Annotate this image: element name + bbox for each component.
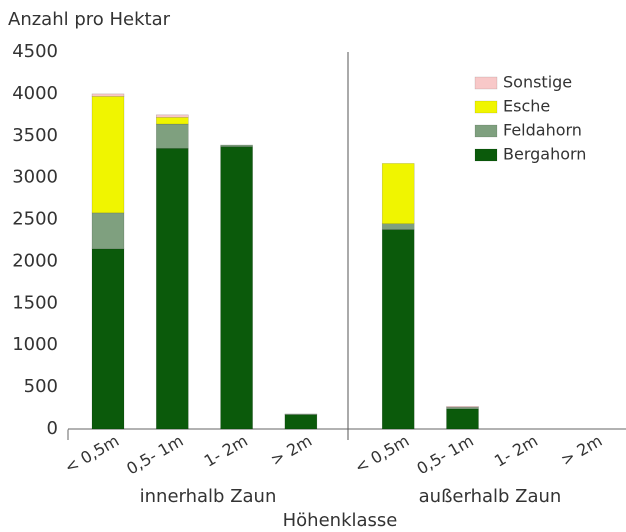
x-tick-label: 1- 2m [201,431,251,471]
bar-segment [156,123,189,149]
bar-segment [284,413,318,416]
bar-segment [446,406,479,410]
bar-segment [91,93,125,97]
legend-swatch [474,76,498,90]
legend-label: Sonstige [503,73,572,92]
bar-segment [381,163,415,224]
y-tick-label: 3000 [12,167,58,188]
x-tick-label: > 2m [267,431,315,470]
y-tick-label: 4000 [12,83,58,104]
bar-segment [220,144,253,147]
y-tick-label: 1500 [12,292,58,313]
legend-label: Esche [503,97,550,116]
x-tick-label: 0,5- 1m [413,431,476,478]
group-label: außerhalb Zaun [419,486,562,507]
x-tick-label: < 0,5m [351,431,412,477]
x-tick-label: > 2m [558,431,606,470]
legend-label: Bergahorn [503,145,586,164]
y-axis-label: Anzahl pro Hektar [8,9,171,30]
y-tick-label: 0 [47,418,58,439]
bar-segment [446,408,479,430]
x-axis-label: Höhenklasse [283,510,398,531]
bar-segment [91,96,125,214]
y-tick-label: 4500 [12,41,58,62]
x-tick-label: < 0,5m [61,431,122,477]
legend-swatch [474,100,498,114]
y-tick-label: 500 [24,376,58,397]
x-tick-label: 0,5- 1m [123,431,186,478]
bar-segment [446,406,479,408]
bar-segment [381,229,415,430]
legend-swatch [474,124,498,138]
bar-segment [220,146,253,430]
bar-segment [91,248,125,430]
bar-segment [91,212,125,250]
group-label: innerhalb Zaun [140,486,277,507]
bar-segment [156,117,189,125]
bar-segment [156,114,189,118]
y-tick-label: 3500 [12,125,58,146]
y-tick-label: 1000 [12,334,58,355]
legend-label: Feldahorn [503,121,582,140]
y-tick-label: 2500 [12,209,58,230]
y-tick-label: 2000 [12,250,58,271]
bar-segment [381,223,415,230]
bar-segment [284,414,318,430]
x-tick-label: 1- 2m [491,431,541,471]
legend-swatch [474,148,498,162]
bar-segment [156,148,189,430]
